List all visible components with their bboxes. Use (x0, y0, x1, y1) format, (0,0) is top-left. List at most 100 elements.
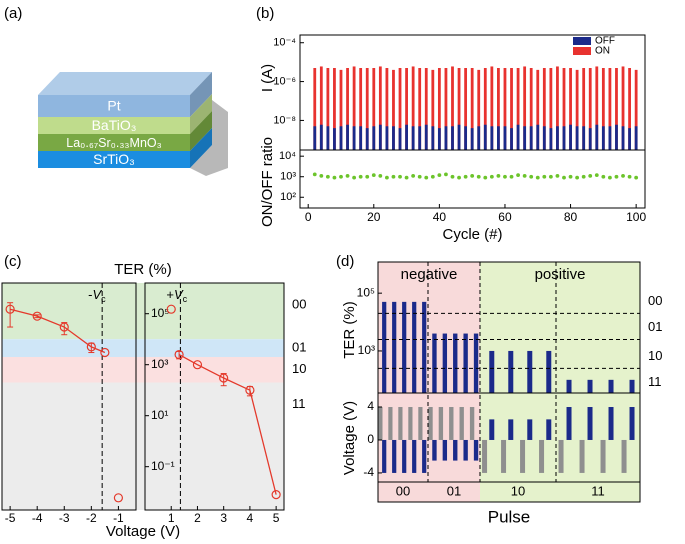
bar (424, 124, 428, 150)
bar (313, 67, 317, 150)
ratio-point (345, 173, 350, 178)
ratio-point (522, 173, 527, 178)
layer-side (190, 94, 212, 134)
ratio-point (601, 174, 606, 179)
layer-side (190, 72, 212, 117)
bar (477, 126, 481, 150)
bar (372, 126, 376, 150)
ter-bar (489, 350, 495, 393)
bar (542, 126, 546, 150)
x-tick-label: 40 (433, 210, 447, 224)
ter-bar (629, 379, 635, 393)
bar (378, 124, 382, 150)
voltage-bar (459, 407, 464, 440)
bar (418, 126, 422, 150)
voltage-bar (398, 407, 403, 440)
plot-frame (299, 34, 646, 209)
ratio-point (378, 173, 383, 178)
voltage-bar (432, 439, 437, 461)
ter-bar (508, 350, 514, 393)
voltage-bar (449, 407, 454, 440)
block-shadow (190, 100, 228, 176)
voltage-bar (546, 419, 552, 440)
bar (497, 67, 500, 150)
bar (431, 126, 435, 150)
voltage-bar (508, 419, 514, 440)
ratio-point (365, 174, 370, 179)
bar (444, 126, 448, 150)
bar (326, 67, 330, 150)
x-tick-label: -5 (5, 511, 16, 525)
ratio-point (509, 174, 514, 179)
ratio-point (548, 174, 553, 179)
ratio-point (391, 174, 396, 179)
block-top-shade (38, 72, 212, 95)
bar (634, 126, 638, 150)
bar (411, 126, 415, 150)
ter-point (59, 322, 69, 332)
bar (569, 124, 572, 150)
bar (615, 124, 618, 150)
x-axis-label: Voltage (V) (106, 523, 180, 540)
bar (352, 66, 356, 150)
ter-point (100, 347, 110, 358)
bar (615, 67, 618, 150)
coercive-sign: + (166, 287, 174, 302)
ter-point (86, 342, 96, 352)
voltage-bar (608, 407, 614, 440)
coercive-sign: - (88, 287, 92, 302)
layer-front (38, 151, 190, 168)
bar (437, 128, 441, 150)
ratio-point (568, 174, 573, 179)
ratio-point (417, 174, 422, 179)
bar (569, 67, 572, 150)
ratio-point (319, 173, 324, 178)
state-band (2, 382, 284, 510)
band-label: 00 (292, 296, 306, 311)
bar (313, 126, 317, 150)
bar (346, 124, 349, 150)
bar (634, 69, 638, 150)
bar (503, 67, 507, 150)
layer-front (38, 134, 190, 151)
coercive-sub: c (101, 294, 106, 304)
chart-title: TER (%) (114, 261, 172, 278)
y-tick-label: 10⁵ (357, 285, 375, 299)
ter-bar (463, 333, 468, 393)
bar (549, 67, 553, 150)
ter-bar (473, 333, 479, 393)
x-tick-label: 3 (220, 511, 227, 525)
ter-point (192, 360, 203, 370)
x-axis-label: Pulse (488, 507, 531, 526)
state-band (2, 283, 284, 340)
y-tick-label: 10⁴ (279, 150, 296, 162)
bar (516, 124, 520, 150)
ratio-point (594, 173, 599, 177)
ratio-point (555, 173, 560, 178)
bar (562, 126, 566, 150)
bar (503, 126, 507, 150)
y-tick-label: 10³ (280, 171, 296, 183)
layer-side-shade (190, 128, 212, 168)
bar (628, 67, 631, 150)
bar (444, 67, 448, 150)
ter-bar (587, 379, 593, 393)
bar (392, 126, 395, 150)
bar (319, 124, 323, 150)
ratio-point (496, 173, 501, 178)
ter-bar (442, 333, 448, 393)
bar (457, 124, 461, 150)
plot-frame (1, 282, 137, 511)
y-tick-label: 10³ (358, 343, 375, 357)
bar (326, 126, 330, 150)
ratio-point (450, 174, 455, 179)
layer-front (38, 95, 190, 117)
voltage-bar (489, 419, 495, 440)
layer-label: La₀.₆₇Sr₀.₃₃MnO₃ (66, 136, 161, 150)
voltage-bar (558, 439, 564, 473)
ter-bar (412, 301, 417, 393)
voltage-bar (408, 407, 413, 440)
bar (601, 67, 605, 150)
voltage-bar (527, 419, 533, 440)
voltage-bar (382, 439, 387, 473)
